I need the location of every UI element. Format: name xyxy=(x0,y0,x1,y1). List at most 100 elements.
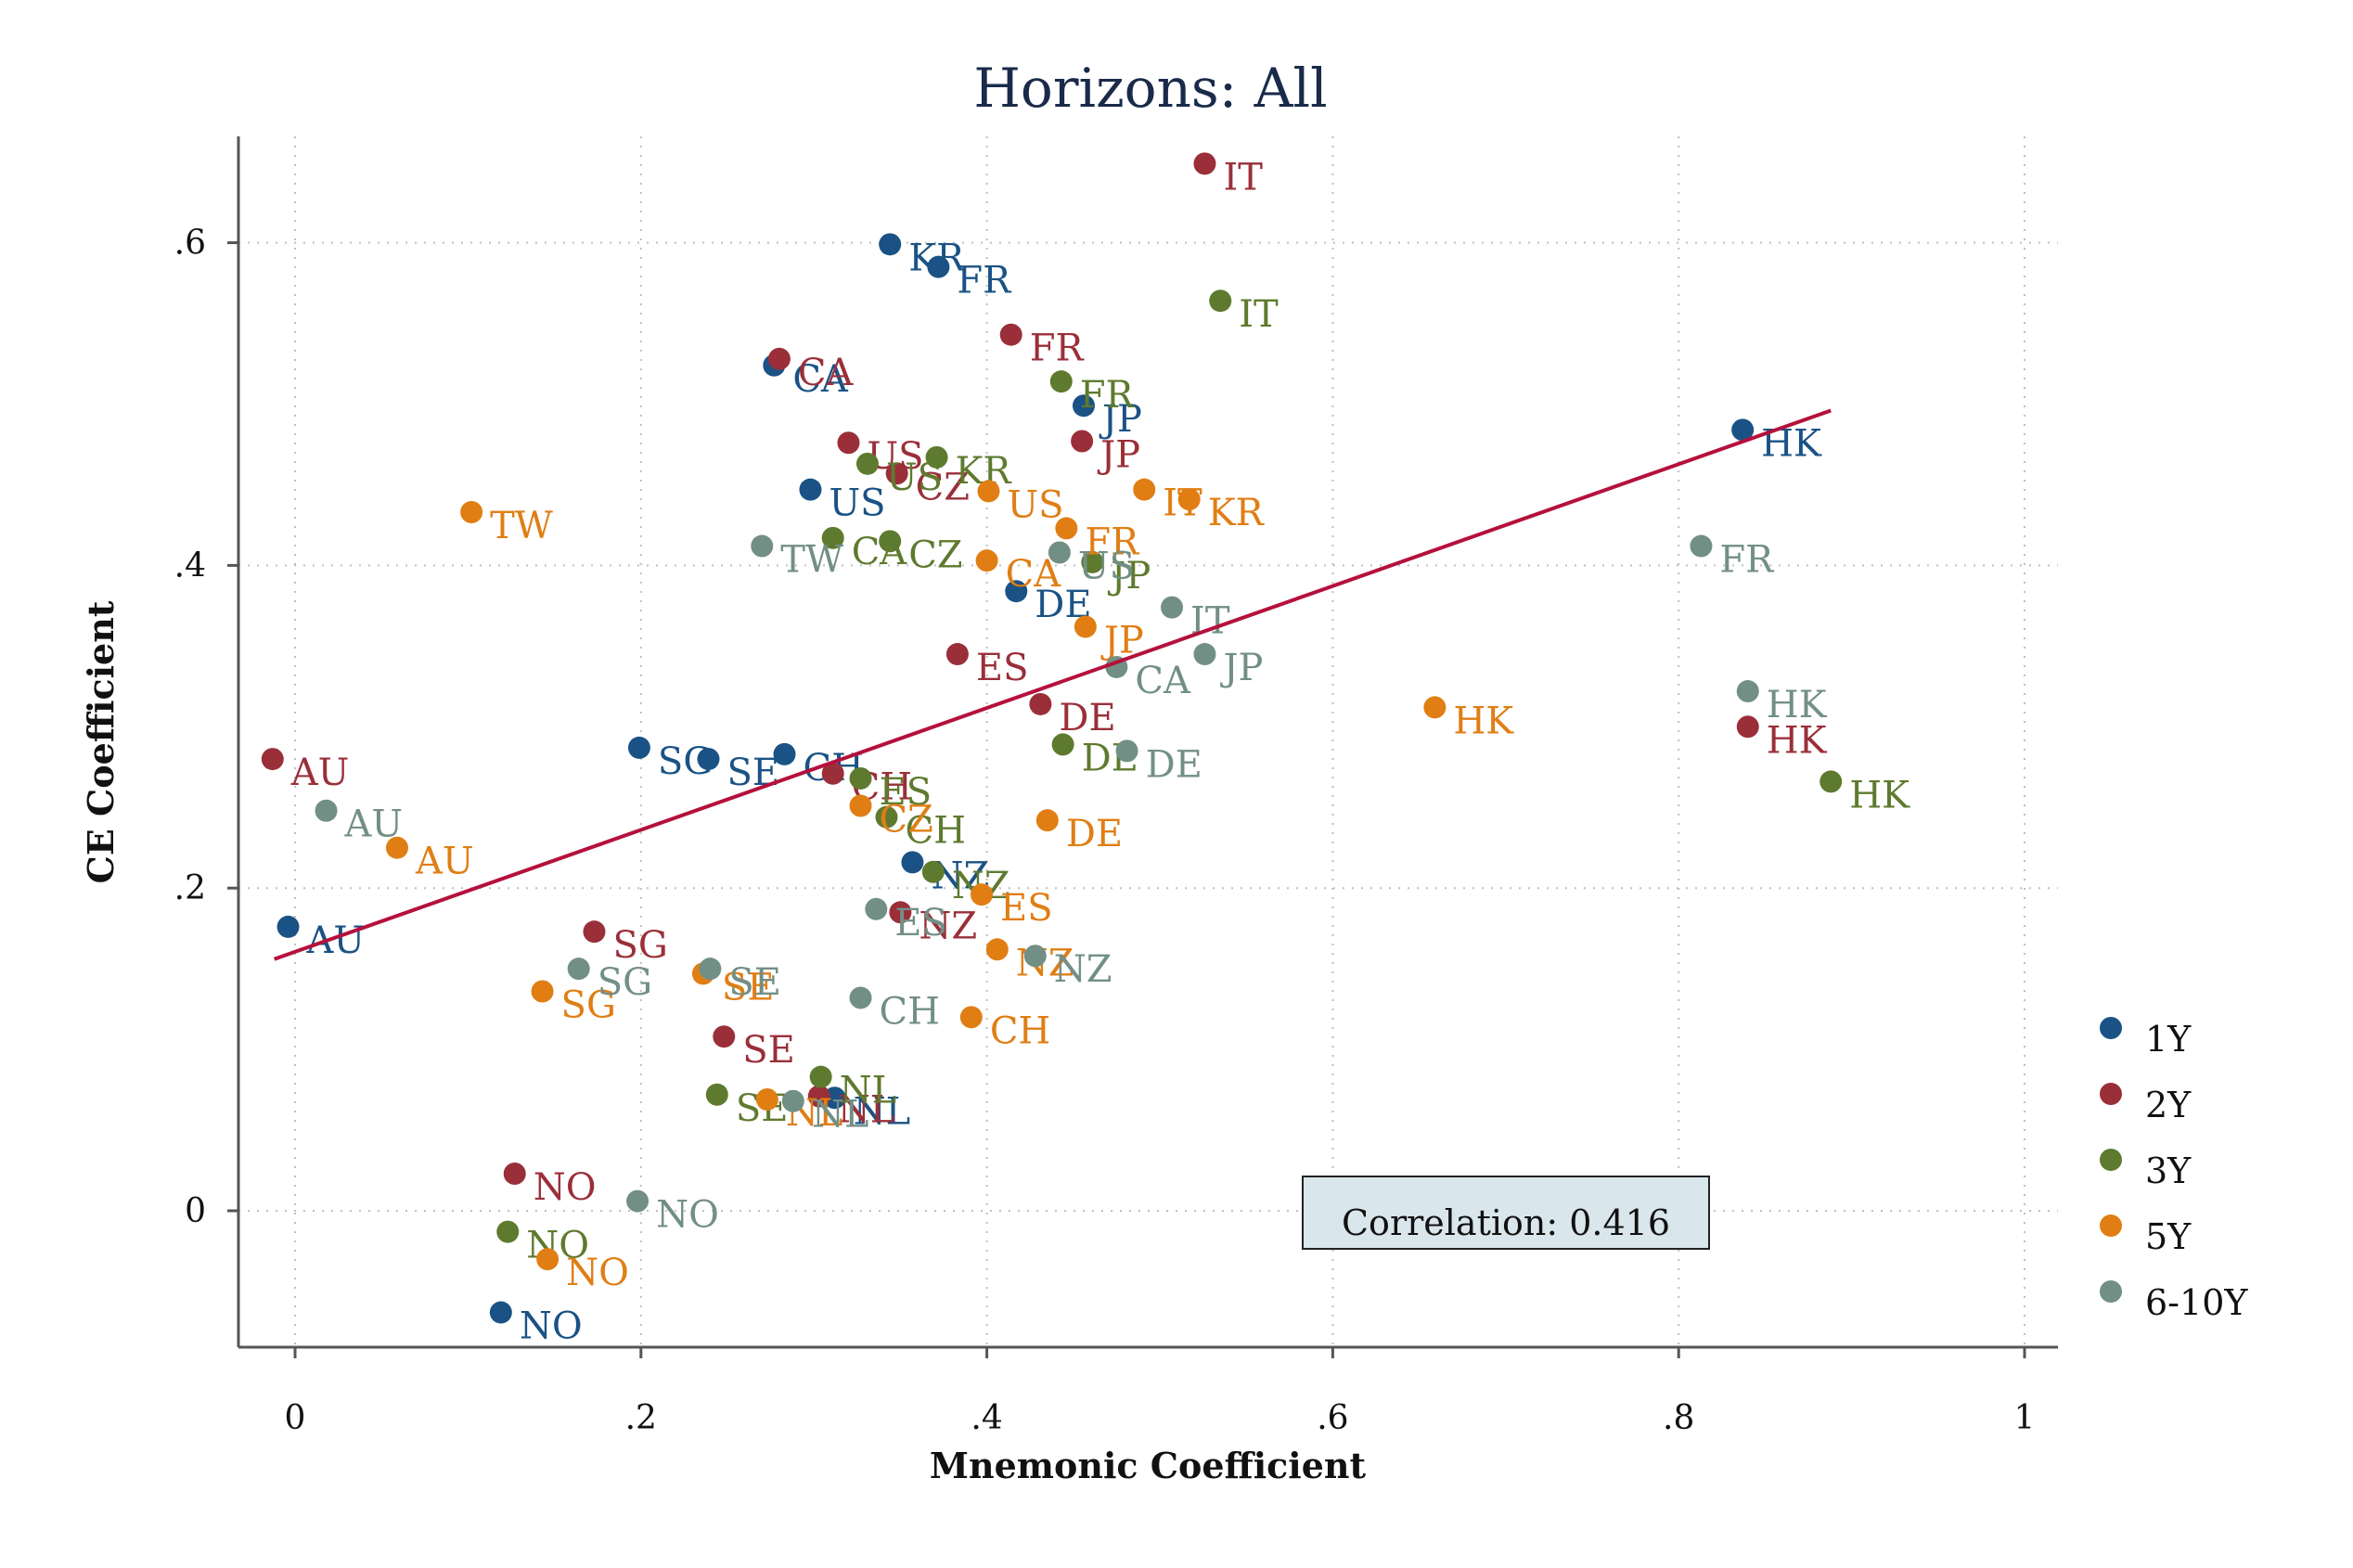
point-label: ES xyxy=(976,647,1029,689)
point-label: NO xyxy=(566,1252,629,1294)
data-point xyxy=(583,920,606,944)
point-label: NO xyxy=(656,1194,719,1237)
point-label: DE xyxy=(1059,697,1115,739)
x-axis-title: Mnemonic Coefficient xyxy=(930,1445,1367,1486)
point-label: IT xyxy=(1190,600,1230,643)
legend-label: 2Y xyxy=(2145,1085,2192,1125)
data-point xyxy=(1133,478,1156,501)
point-label: TW xyxy=(780,539,843,582)
data-point xyxy=(821,762,844,785)
data-point xyxy=(885,462,908,485)
data-point xyxy=(879,530,902,553)
point-label: NO xyxy=(520,1305,583,1348)
data-point xyxy=(1055,517,1078,540)
point-label: JP xyxy=(1097,433,1140,476)
point-label: CH xyxy=(990,1009,1051,1052)
x-ticks: 0 .2 .4 .6 .8 1 xyxy=(285,1347,2036,1437)
point-label: FR xyxy=(1080,374,1136,417)
point-label: AU xyxy=(290,752,350,794)
data-point xyxy=(849,986,872,1009)
data-point xyxy=(567,958,590,981)
point-label: HK xyxy=(1453,700,1514,742)
data-point xyxy=(875,805,898,829)
point-label: US xyxy=(1078,545,1135,587)
data-point xyxy=(975,549,998,572)
data-point xyxy=(1005,580,1028,603)
point-label: NZ xyxy=(1054,948,1112,991)
point-label: AU xyxy=(415,841,474,883)
data-point xyxy=(751,534,774,558)
data-point xyxy=(460,501,483,524)
data-point xyxy=(901,851,924,874)
x-tick-label: .8 xyxy=(1663,1399,1694,1437)
point-label: CA xyxy=(798,352,855,394)
point-label: AU xyxy=(306,919,366,962)
legend-label: 6-10Y xyxy=(2145,1282,2248,1323)
y-tick-label: .2 xyxy=(174,869,206,907)
data-point xyxy=(1731,418,1755,442)
point-label: NZ xyxy=(919,905,977,947)
point-label: HK xyxy=(1767,719,1828,762)
point-label: CZ xyxy=(916,466,970,508)
data-point xyxy=(1081,550,1104,573)
data-point xyxy=(1736,680,1759,703)
point-label: HK xyxy=(1849,774,1910,816)
point-label: FR xyxy=(957,260,1012,302)
fit-line xyxy=(273,408,1832,961)
data-point xyxy=(921,860,945,883)
point-label: CH xyxy=(905,810,966,853)
data-point xyxy=(837,431,860,455)
legend-label: 3Y xyxy=(2145,1150,2192,1191)
point-label: CA xyxy=(1135,660,1191,702)
point-label: FR xyxy=(1030,328,1086,370)
y-axis-title: CE Coefficient xyxy=(80,600,122,883)
data-point xyxy=(1035,809,1059,832)
point-label: US xyxy=(1007,483,1063,526)
data-point xyxy=(807,1085,830,1108)
point-label: NO xyxy=(534,1166,597,1209)
point-label: SE xyxy=(722,966,775,1009)
data-point xyxy=(536,1248,559,1271)
point-label: NL xyxy=(854,1090,911,1133)
data-point xyxy=(503,1163,526,1186)
data-point xyxy=(1074,615,1097,638)
legend: 1Y 2Y 3Y 5Y 6-10Y xyxy=(2100,1017,2248,1323)
data-point xyxy=(1690,534,1713,558)
y-ticks: 0 .2 .4 .6 xyxy=(174,225,238,1230)
data-point xyxy=(261,748,284,771)
legend-label: 1Y xyxy=(2145,1019,2192,1060)
point-label: SG xyxy=(612,924,667,967)
data-point xyxy=(865,897,888,920)
fit-line-group xyxy=(273,408,1832,961)
data-point xyxy=(971,883,994,906)
point-label: US xyxy=(829,482,885,525)
data-point xyxy=(781,1089,804,1112)
data-point xyxy=(1048,541,1071,564)
x-tick-label: 1 xyxy=(2014,1399,2036,1437)
data-point xyxy=(945,643,969,666)
point-label: HK xyxy=(1767,684,1828,726)
data-point xyxy=(999,323,1022,346)
x-tick-label: 0 xyxy=(285,1399,306,1437)
data-point xyxy=(697,748,720,771)
x-tick-label: .6 xyxy=(1317,1399,1348,1437)
y-tick-label: .4 xyxy=(174,546,206,585)
point-label: NL xyxy=(812,1094,869,1137)
grid xyxy=(238,136,2058,1347)
data-point xyxy=(1071,430,1094,453)
legend-marker xyxy=(2100,1215,2122,1237)
correlation-text: Correlation: 0.416 xyxy=(1342,1202,1670,1243)
x-tick-label: .4 xyxy=(971,1399,1002,1437)
data-point xyxy=(925,445,948,469)
data-point xyxy=(985,938,1009,961)
data-point xyxy=(315,799,338,822)
data-point xyxy=(1819,770,1843,793)
data-point xyxy=(849,766,872,790)
legend-marker xyxy=(2100,1149,2122,1171)
data-point xyxy=(489,1301,512,1324)
data-point xyxy=(705,1083,728,1106)
data-point xyxy=(773,742,796,765)
data-point xyxy=(1072,394,1095,418)
